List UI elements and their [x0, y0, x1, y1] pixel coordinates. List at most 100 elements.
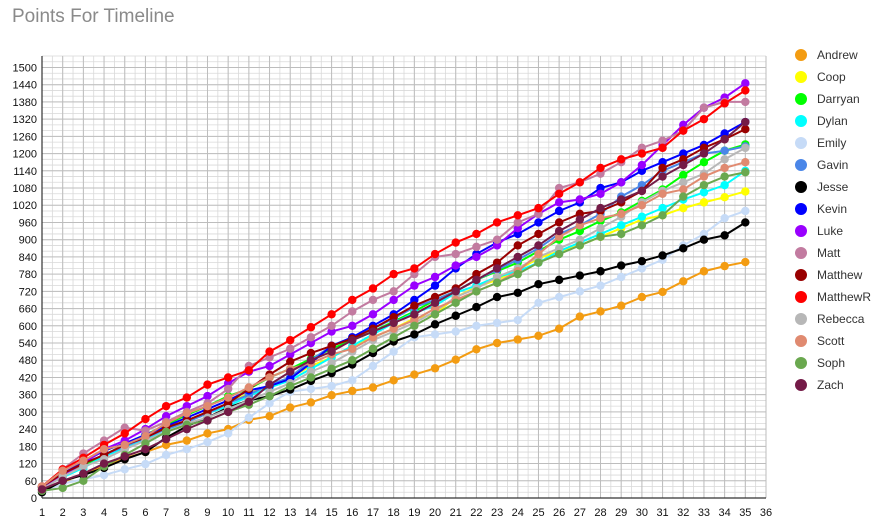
data-point[interactable]: [699, 114, 709, 124]
data-point[interactable]: [699, 198, 709, 207]
data-point[interactable]: [637, 201, 647, 210]
data-point[interactable]: [286, 357, 295, 366]
legend-item-gavin[interactable]: Gavin: [795, 154, 879, 176]
data-point[interactable]: [720, 129, 729, 138]
data-point[interactable]: [161, 434, 171, 444]
data-point[interactable]: [203, 380, 212, 389]
data-point[interactable]: [596, 281, 605, 290]
data-point[interactable]: [699, 229, 709, 239]
data-point[interactable]: [534, 298, 543, 308]
data-point[interactable]: [306, 356, 316, 365]
data-point[interactable]: [265, 353, 274, 362]
data-point[interactable]: [327, 341, 336, 351]
data-point[interactable]: [327, 381, 336, 391]
data-point[interactable]: [741, 187, 750, 196]
data-point[interactable]: [79, 456, 88, 465]
data-point[interactable]: [554, 189, 564, 198]
data-point[interactable]: [575, 235, 585, 244]
data-point[interactable]: [658, 172, 667, 181]
legend-item-rebecca[interactable]: Rebecca: [795, 308, 879, 330]
data-point[interactable]: [348, 295, 357, 305]
data-point[interactable]: [534, 258, 543, 267]
data-point[interactable]: [410, 330, 419, 339]
data-point[interactable]: [679, 160, 688, 170]
data-point[interactable]: [389, 324, 398, 333]
data-point[interactable]: [720, 163, 729, 173]
data-point[interactable]: [161, 419, 171, 428]
data-point[interactable]: [720, 231, 729, 240]
legend-item-scott[interactable]: Scott: [795, 330, 879, 352]
data-point[interactable]: [410, 310, 419, 319]
data-point[interactable]: [720, 180, 729, 190]
data-point[interactable]: [79, 476, 88, 485]
data-point[interactable]: [265, 380, 274, 389]
data-point[interactable]: [182, 445, 191, 454]
data-point[interactable]: [223, 407, 233, 417]
data-point[interactable]: [472, 252, 481, 262]
data-point[interactable]: [699, 267, 709, 276]
data-point[interactable]: [203, 407, 212, 417]
data-point[interactable]: [410, 315, 419, 325]
data-point[interactable]: [534, 209, 543, 219]
data-point[interactable]: [389, 312, 398, 322]
data-point[interactable]: [658, 251, 667, 260]
data-point[interactable]: [741, 206, 750, 216]
data-point[interactable]: [430, 281, 440, 290]
data-point[interactable]: [658, 163, 667, 173]
legend-item-matthew[interactable]: Matthew: [795, 264, 879, 286]
data-point[interactable]: [637, 143, 647, 153]
data-point[interactable]: [554, 292, 564, 302]
data-point[interactable]: [472, 321, 481, 330]
data-point[interactable]: [679, 192, 688, 201]
data-point[interactable]: [451, 238, 460, 247]
data-point[interactable]: [327, 327, 336, 336]
data-point[interactable]: [286, 367, 295, 376]
data-point[interactable]: [430, 320, 440, 329]
data-point[interactable]: [741, 157, 750, 167]
data-point[interactable]: [223, 399, 233, 408]
data-point[interactable]: [223, 393, 233, 402]
data-point[interactable]: [265, 373, 274, 382]
data-point[interactable]: [368, 327, 378, 336]
data-point[interactable]: [286, 335, 295, 345]
data-point[interactable]: [637, 149, 647, 158]
data-point[interactable]: [306, 398, 316, 407]
data-point[interactable]: [554, 249, 564, 259]
data-point[interactable]: [492, 235, 502, 244]
data-point[interactable]: [141, 426, 150, 435]
data-point[interactable]: [120, 452, 129, 461]
data-point[interactable]: [617, 209, 626, 219]
data-point[interactable]: [575, 287, 585, 296]
data-point[interactable]: [679, 149, 688, 158]
data-point[interactable]: [658, 287, 667, 297]
data-point[interactable]: [617, 272, 626, 282]
legend-item-matt[interactable]: Matt: [795, 242, 879, 264]
data-point[interactable]: [534, 249, 543, 259]
data-point[interactable]: [534, 229, 543, 239]
data-point[interactable]: [368, 284, 378, 293]
data-point[interactable]: [741, 79, 750, 88]
data-point[interactable]: [596, 203, 605, 213]
data-point[interactable]: [430, 272, 440, 282]
data-point[interactable]: [430, 292, 440, 302]
data-point[interactable]: [492, 292, 502, 302]
legend-item-coop[interactable]: Coop: [795, 66, 879, 88]
data-point[interactable]: [575, 312, 585, 321]
data-point[interactable]: [327, 364, 336, 374]
data-point[interactable]: [741, 143, 750, 153]
data-point[interactable]: [741, 86, 750, 95]
data-point[interactable]: [120, 423, 129, 432]
data-point[interactable]: [637, 166, 647, 176]
data-point[interactable]: [492, 338, 502, 348]
data-point[interactable]: [492, 318, 502, 328]
data-point[interactable]: [472, 345, 481, 354]
data-point[interactable]: [596, 232, 605, 242]
data-point[interactable]: [575, 178, 585, 187]
data-point[interactable]: [389, 318, 398, 328]
data-point[interactable]: [430, 249, 440, 259]
data-point[interactable]: [472, 269, 481, 279]
data-point[interactable]: [741, 117, 750, 127]
data-point[interactable]: [513, 252, 522, 262]
data-point[interactable]: [637, 257, 647, 266]
data-point[interactable]: [327, 321, 336, 330]
